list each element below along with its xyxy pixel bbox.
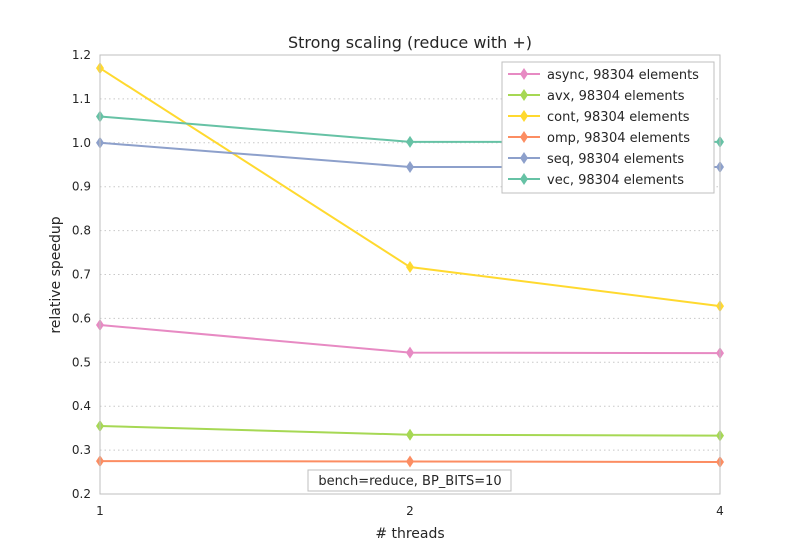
legend-label: vec, 98304 elements	[547, 173, 684, 188]
y-tick-label: 0.3	[72, 443, 91, 457]
x-tick-label: 4	[716, 504, 724, 518]
y-tick-label: 0.4	[72, 399, 91, 413]
y-axis-label: relative speedup	[48, 216, 64, 333]
x-axis-label: # threads	[375, 526, 444, 542]
data-point-marker	[406, 346, 414, 359]
data-point-marker	[406, 455, 414, 468]
annotation-text: bench=reduce, BP_BITS=10	[318, 474, 501, 489]
legend-marker	[520, 68, 528, 80]
legend-marker	[520, 173, 528, 185]
legend-marker	[520, 89, 528, 101]
data-point-marker	[406, 160, 414, 173]
legend-label: seq, 98304 elements	[547, 152, 684, 167]
legend-label: cont, 98304 elements	[547, 110, 690, 125]
legend-label: avx, 98304 elements	[547, 89, 685, 104]
y-tick-label: 1.0	[72, 136, 91, 150]
legend-label: async, 98304 elements	[547, 68, 699, 83]
legend: async, 98304 elements avx, 98304 elements…	[501, 61, 715, 194]
x-tick-label: 1	[96, 504, 104, 518]
y-tick-label: 0.9	[72, 180, 91, 194]
legend-item: avx, 98304 elements	[508, 89, 685, 104]
annotation-box-border	[307, 469, 512, 492]
legend-marker	[520, 110, 528, 122]
chart-title: Strong scaling (reduce with +)	[288, 33, 532, 52]
annotation-box: bench=reduce, BP_BITS=10	[307, 469, 512, 492]
series-omp	[96, 455, 724, 468]
legend-box	[501, 61, 715, 194]
y-tick-label: 0.5	[72, 355, 91, 369]
legend-marker	[520, 152, 528, 164]
y-tick-label: 0.8	[72, 224, 91, 238]
data-point-marker	[406, 428, 414, 441]
x-tick-label: 2	[406, 504, 414, 518]
y-tick-label: 1.2	[72, 48, 91, 62]
series-async	[96, 318, 724, 360]
legend-item: cont, 98304 elements	[508, 110, 690, 125]
x-axis-ticks: 1 2 4	[96, 504, 724, 518]
legend-item: vec, 98304 elements	[508, 173, 684, 188]
y-axis-ticks: 0.2 0.3 0.4 0.5 0.6 0.7 0.8 0.9 1.0 1.1 1.2	[72, 48, 91, 501]
data-point-marker	[406, 135, 414, 148]
data-point-marker	[406, 261, 414, 274]
series-avx	[96, 419, 724, 442]
y-tick-label: 1.1	[72, 92, 91, 106]
y-tick-label: 0.6	[72, 311, 91, 325]
y-tick-label: 0.7	[72, 268, 91, 282]
legend-item: seq, 98304 elements	[508, 152, 684, 167]
legend-item: async, 98304 elements	[508, 68, 699, 83]
plot-frame	[99, 54, 721, 495]
y-tick-label: 0.2	[72, 487, 91, 501]
legend-item: omp, 98304 elements	[508, 131, 690, 146]
legend-label: omp, 98304 elements	[547, 131, 690, 146]
legend-marker	[520, 131, 528, 143]
